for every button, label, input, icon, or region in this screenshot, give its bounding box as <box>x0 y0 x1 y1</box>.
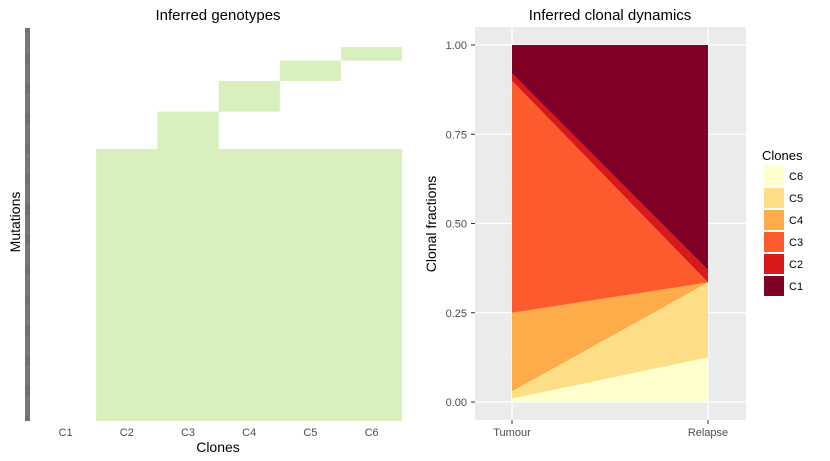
clonal-fractions-axis-title: Clonal fractions <box>423 176 439 273</box>
x-tick-label-tumour: Tumour <box>493 427 531 439</box>
y-tick-label: 0.25 <box>446 308 467 320</box>
genotype-cell-c3-2 <box>157 111 219 421</box>
legend-label-c4: C4 <box>789 215 803 227</box>
x-tick-label-relapse: Relapse <box>688 427 728 439</box>
genotype-heatmap-panel: Inferred genotypes C1 C2 C3 C4 C5 C6 Clones M… <box>7 7 403 455</box>
legend-swatch-c6 <box>764 166 784 186</box>
area-series-c1 <box>512 45 708 270</box>
genotype-heatmap-title: Inferred genotypes <box>155 7 280 24</box>
legend-label-c1: C1 <box>789 281 803 293</box>
y-tick-label: 0.00 <box>446 397 467 409</box>
area-series-c4 <box>512 282 708 392</box>
legend-label-c5: C5 <box>789 193 803 205</box>
genotype-cell-c5-5 <box>279 149 341 421</box>
clone-label-c2: C2 <box>120 427 134 439</box>
clonal-dynamics-panel: Inferred clonal dynamics 0.00 0.25 0.50 0.7… <box>423 7 746 439</box>
clones-legend: Clones C6 C5 C4 C3 C2 C1 <box>762 148 803 296</box>
area-series-c3 <box>512 80 708 313</box>
legend-swatch-c4 <box>764 210 784 230</box>
legend-label-c2: C2 <box>789 259 803 271</box>
legend-title: Clones <box>762 148 803 163</box>
clonal-area-stack <box>512 45 708 402</box>
genotype-cell-c4-4 <box>218 81 280 112</box>
clone-label-c5: C5 <box>303 427 317 439</box>
area-series-c5 <box>512 282 708 399</box>
y-tick-label: 0.75 <box>446 129 467 141</box>
legend-swatch-c2 <box>764 254 784 274</box>
genotype-cell-c4-3 <box>218 149 280 421</box>
genotype-cell-c6-8 <box>341 47 403 61</box>
legend-items: C6 C5 C4 C3 C2 C1 <box>764 166 803 296</box>
clone-label-c3: C3 <box>181 427 195 439</box>
genotype-cell-c6-7 <box>341 149 403 421</box>
clone-label-c6: C6 <box>365 427 379 439</box>
legend-swatch-c3 <box>764 232 784 252</box>
x-axis-ticks: Tumour Relapse <box>493 420 728 439</box>
area-series-c6 <box>512 357 708 402</box>
y-tick-label: 0.50 <box>446 219 467 231</box>
clone-label-c4: C4 <box>242 427 256 439</box>
genotype-cell-c5-6 <box>279 60 341 81</box>
genotype-cell-c2-1 <box>96 149 158 421</box>
mutations-axis-title: Mutations <box>7 192 23 253</box>
area-series-c2 <box>512 73 708 283</box>
genotype-heatmap-grid <box>96 47 403 421</box>
y-tick-label: 1.00 <box>446 40 467 52</box>
mutation-ticks <box>25 28 30 421</box>
clones-axis-title: Clones <box>196 439 240 455</box>
clone-label-c1: C1 <box>59 427 73 439</box>
legend-swatch-c5 <box>764 188 784 208</box>
legend-swatch-c1 <box>764 276 784 296</box>
legend-label-c3: C3 <box>789 237 803 249</box>
clone-axis-labels: C1 C2 C3 C4 C5 C6 <box>59 427 379 439</box>
legend-label-c6: C6 <box>789 171 803 183</box>
clonal-dynamics-title: Inferred clonal dynamics <box>529 7 692 24</box>
y-axis-ticks: 0.00 0.25 0.50 0.75 1.00 <box>446 40 475 409</box>
